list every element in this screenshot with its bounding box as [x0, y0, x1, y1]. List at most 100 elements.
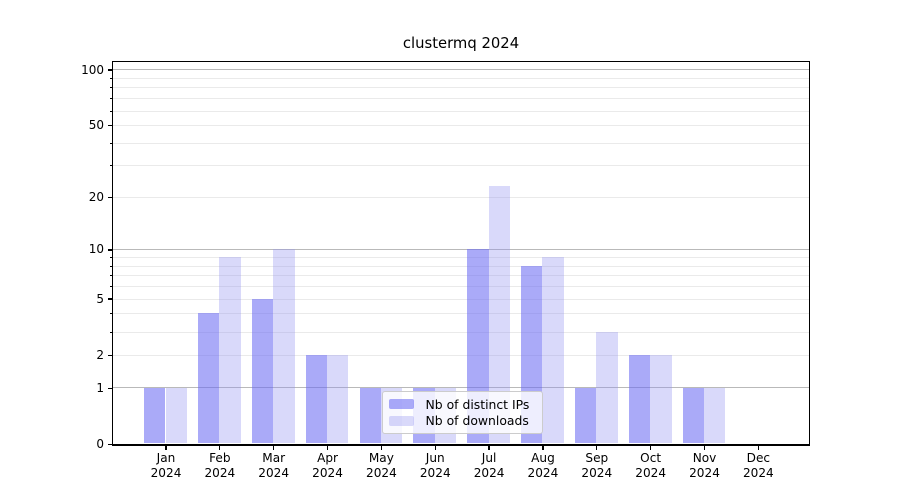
gridline-minor-70 [113, 98, 809, 100]
x-tick-year: 2024 [258, 465, 290, 480]
x-tick-label-apr: Apr 2024 [296, 451, 360, 481]
x-tick-mark-jun [434, 445, 436, 450]
bar-downloads-sep [596, 331, 618, 443]
gridline-minor-5 [113, 298, 809, 300]
y-minor-tick-mark-4 [110, 313, 113, 315]
x-tick-mark-jul [488, 445, 490, 450]
y-tick-mark-2 [107, 354, 113, 357]
y-minor-tick-mark-60 [110, 110, 113, 112]
bar-downloads-jan [165, 387, 187, 443]
x-tick-year: 2024 [366, 465, 397, 480]
gridline-minor-30 [113, 165, 809, 167]
y-tick-mark-50 [107, 124, 113, 127]
x-tick-month: Aug [531, 451, 555, 465]
x-tick-year: 2024 [581, 465, 613, 480]
y-tick-label-100: 100 [81, 62, 104, 77]
x-tick-label-oct: Oct 2024 [619, 451, 683, 481]
y-tick-label-0: 0 [96, 437, 104, 451]
gridline-major-10 [113, 248, 809, 251]
x-tick-month: Jun [425, 451, 445, 465]
y-tick-label-20: 20 [88, 190, 104, 204]
y-minor-tick-mark-7 [110, 275, 113, 277]
y-minor-tick-mark-80 [110, 87, 113, 89]
y-tick-mark-1 [107, 387, 113, 389]
bar-ips-nov [682, 387, 704, 443]
x-tick-year: 2024 [527, 465, 559, 480]
x-tick-year: 2024 [473, 465, 505, 480]
x-tick-month: Sep [585, 451, 609, 465]
y-tick-mark-20 [107, 196, 113, 199]
legend-label-downloads: Nb of downloads [425, 413, 529, 429]
gridlines-layer [113, 62, 809, 444]
x-tick-label-jul: Jul 2024 [457, 451, 521, 481]
x-tick-mark-mar [273, 445, 275, 450]
gridline-minor-6 [113, 286, 809, 288]
y-tick-label-2: 2 [96, 347, 104, 362]
legend: Nb of distinct IPs Nb of downloads [381, 391, 543, 434]
x-tick-mark-apr [326, 445, 329, 450]
bar-downloads-aug [542, 257, 564, 443]
x-tick-mark-feb [219, 445, 221, 450]
x-tick-month: Oct [640, 451, 662, 465]
bar-ips-may [359, 387, 381, 443]
x-tick-label-may: May 2024 [349, 451, 413, 481]
y-tick-label-50: 50 [88, 118, 104, 133]
gridline-major-100 [113, 68, 809, 71]
y-minor-tick-mark-9 [110, 257, 113, 259]
y-tick-mark-0 [107, 443, 113, 446]
x-tick-label-mar: Mar 2024 [242, 451, 306, 481]
bar-ips-jan [144, 387, 166, 443]
x-tick-mark-may [380, 445, 383, 450]
y-tick-mark-100 [107, 69, 113, 71]
bar-ips-sep [574, 387, 597, 443]
x-tick-month: Jan [156, 451, 176, 465]
legend-item-downloads: Nb of downloads [388, 413, 536, 429]
gridline-minor-9 [113, 257, 809, 259]
y-minor-tick-mark-30 [110, 165, 113, 167]
gridline-minor-90 [113, 78, 809, 80]
bar-downloads-jul [488, 186, 510, 443]
x-tick-label-jan: Jan 2024 [134, 451, 198, 481]
x-tick-month: Nov [692, 451, 717, 465]
bar-downloads-feb [219, 257, 241, 443]
gridline-minor-40 [113, 142, 809, 144]
bar-ips-mar [251, 298, 274, 443]
x-tick-month: Feb [209, 451, 231, 465]
bar-downloads-oct [650, 354, 672, 443]
gridline-major-1 [113, 387, 809, 389]
gridline-minor-60 [113, 110, 809, 112]
y-minor-tick-mark-40 [110, 142, 113, 144]
legend-label-distinct-ips: Nb of distinct IPs [425, 396, 530, 412]
legend-swatch-downloads [388, 415, 414, 427]
x-tick-month: Mar [262, 451, 286, 465]
bar-downloads-mar [273, 249, 295, 443]
x-tick-month: Jul [481, 451, 497, 465]
bar-downloads-nov [704, 387, 726, 443]
gridline-minor-4 [113, 313, 809, 315]
x-tick-label-jun: Jun 2024 [403, 451, 467, 481]
x-tick-mark-dec [757, 445, 759, 450]
y-minor-tick-mark-8 [110, 265, 113, 267]
y-tick-mark-5 [107, 298, 113, 300]
gridline-minor-8 [113, 265, 809, 267]
x-tick-label-nov: Nov 2024 [673, 451, 737, 481]
x-tick-year: 2024 [312, 465, 343, 480]
gridline-minor-3 [113, 331, 809, 333]
x-tick-label-sep: Sep 2024 [565, 451, 629, 481]
bar-ips-oct [628, 354, 651, 443]
x-tick-month: May [368, 451, 394, 465]
y-minor-tick-mark-6 [110, 286, 113, 288]
x-tick-label-aug: Aug 2024 [511, 451, 575, 481]
bar-ips-feb [197, 313, 220, 443]
plot-area [112, 60, 810, 446]
y-tick-label-10: 10 [88, 242, 104, 257]
x-tick-month: Dec [746, 451, 771, 465]
x-tick-year: 2024 [742, 465, 774, 480]
gridline-minor-20 [113, 197, 809, 198]
gridline-minor-2 [113, 354, 809, 356]
y-tick-label-5: 5 [96, 291, 104, 306]
gridline-minor-80 [113, 87, 809, 89]
x-tick-year: 2024 [635, 465, 667, 480]
chart-title: clustermq 2024 [402, 35, 520, 52]
